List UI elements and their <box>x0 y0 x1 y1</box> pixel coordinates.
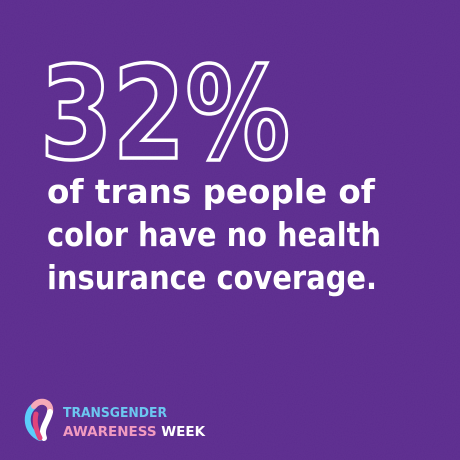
logo-line: AWARENESS WEEK <box>63 424 206 440</box>
logo-word: WEEK <box>161 424 205 440</box>
body-line: of trans people of <box>47 172 376 211</box>
logo-icon <box>24 398 54 441</box>
logo-line: TRANSGENDER <box>63 405 168 421</box>
logo-word: AWARENESS <box>63 424 157 440</box>
body-line: color have no health <box>47 215 381 254</box>
stat: 32% <box>40 40 290 189</box>
body-line: insurance coverage. <box>47 258 377 297</box>
icon-stroke <box>32 411 43 441</box>
icon-stroke <box>39 409 53 441</box>
